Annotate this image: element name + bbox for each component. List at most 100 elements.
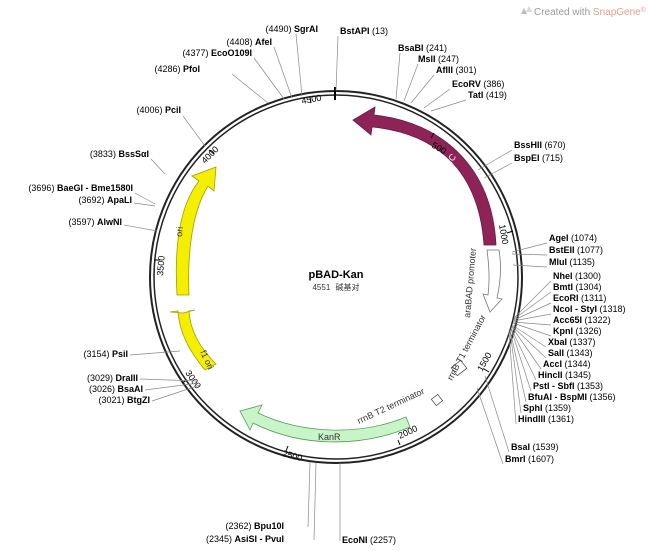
enzyme-name: BspEI xyxy=(514,153,540,163)
enzyme-name: AsiSI - PvuI xyxy=(234,534,284,544)
enzyme-site-label[interactable]: BmtI (1304) xyxy=(553,282,602,292)
f1-ori-feature-arrow[interactable] xyxy=(169,309,217,371)
rrnB-T2-terminator-box[interactable] xyxy=(430,393,444,407)
enzyme-name: DraIII xyxy=(115,373,138,383)
enzyme-site-label[interactable]: EcoRV (386) xyxy=(452,79,504,89)
enzyme-site-label[interactable]: SalI (1343) xyxy=(548,348,593,358)
enzyme-position: (3692) xyxy=(78,195,104,205)
enzyme-site-label[interactable]: NcoI - StyI (1318) xyxy=(553,304,626,314)
enzyme-site-label[interactable]: (4286) PfoI xyxy=(154,64,200,74)
enzyme-position: (3026) xyxy=(89,384,115,394)
enzyme-leader-line xyxy=(410,74,435,104)
enzyme-name: BsaBI xyxy=(398,43,424,53)
enzyme-position: (1539) xyxy=(533,442,559,452)
araC-feature-arrow[interactable] xyxy=(352,106,497,246)
enzyme-leader-line xyxy=(139,378,199,382)
enzyme-site-label[interactable]: HincII (1345) xyxy=(538,370,591,380)
enzyme-position: (4286) xyxy=(154,64,180,74)
enzyme-leader-line xyxy=(307,461,311,528)
enzyme-position: (1311) xyxy=(581,293,606,303)
watermark-suffix: ® xyxy=(641,6,647,14)
plasmid-length: 4551 碱基对 xyxy=(312,282,359,292)
enzyme-position: (670) xyxy=(545,140,566,150)
enzyme-site-label[interactable]: PstI - SbfI (1353) xyxy=(533,381,603,391)
enzyme-name: NheI xyxy=(553,271,573,281)
plasmid-length-value: 4551 xyxy=(312,283,330,292)
enzyme-site-label[interactable]: AccI (1344) xyxy=(543,359,591,369)
enzyme-site-label[interactable]: BspEI (715) xyxy=(514,153,563,163)
enzyme-position: (1300) xyxy=(575,271,601,281)
enzyme-site-label[interactable]: SphI (1359) xyxy=(523,403,571,413)
enzyme-site-label[interactable]: Acc65I (1322) xyxy=(553,315,611,325)
enzyme-site-label[interactable]: EcoNI (2257) xyxy=(342,535,396,545)
enzyme-leader-line xyxy=(313,462,317,541)
enzyme-site-label[interactable]: (4408) AfeI xyxy=(226,37,272,47)
enzyme-name: BssSαI xyxy=(118,149,149,159)
enzyme-leader-line xyxy=(484,375,510,453)
enzyme-site-label[interactable]: (4006) PciI xyxy=(136,105,181,115)
enzyme-site-label[interactable]: BsaI (1539) xyxy=(511,442,559,452)
enzyme-site-label[interactable]: (3021) BtgZI xyxy=(98,395,150,405)
enzyme-site-label[interactable]: (3692) ApaLI xyxy=(78,195,132,205)
enzyme-position: (241) xyxy=(426,43,447,53)
araBAD-promoter-label: araBAD promoter xyxy=(462,248,478,319)
enzyme-site-label[interactable]: BsaBI (241) xyxy=(398,43,447,53)
enzyme-position: (3833) xyxy=(90,149,116,159)
snapgene-logo-icon xyxy=(521,6,532,14)
enzyme-site-label[interactable]: NheI (1300) xyxy=(553,271,601,281)
enzyme-leader-line xyxy=(151,384,201,402)
enzyme-site-label[interactable]: EcoRI (1311) xyxy=(553,293,606,303)
enzyme-position: (1074) xyxy=(571,233,597,243)
enzyme-site-label[interactable]: (4490) SgrAI xyxy=(265,24,318,34)
enzyme-site-label[interactable]: KpnI (1326) xyxy=(553,326,602,336)
enzyme-leader-line xyxy=(430,99,467,112)
enzyme-leader-lines xyxy=(123,33,552,541)
enzyme-leader-line xyxy=(511,242,548,253)
rrnB-T1-terminator-box[interactable] xyxy=(450,359,468,377)
enzyme-site-label[interactable]: HindIII (1361) xyxy=(518,414,574,424)
enzyme-site-label[interactable]: (3597) AlwNI xyxy=(68,217,122,227)
enzyme-leader-line xyxy=(182,115,206,147)
araBAD-promoter-arrow[interactable] xyxy=(482,249,503,313)
enzyme-site-label[interactable]: MslI (247) xyxy=(418,54,459,64)
enzyme-position: (3029) xyxy=(87,373,113,383)
enzyme-site-label[interactable]: TatI (419) xyxy=(468,90,507,100)
tick-label-1500: 1500 xyxy=(475,351,494,373)
enzyme-site-label[interactable]: (4377) EcoO109I xyxy=(182,48,252,58)
enzyme-site-label[interactable]: BssHII (670) xyxy=(514,140,566,150)
enzyme-site-label[interactable]: BmrI (1607) xyxy=(505,454,554,464)
enzyme-name: XbaI xyxy=(548,337,567,347)
enzyme-site-label[interactable]: (3026) BsaAI xyxy=(89,384,143,394)
enzyme-name: BssHII xyxy=(514,140,542,150)
enzyme-site-label[interactable]: XbaI (1337) xyxy=(548,337,596,347)
enzyme-site-label[interactable]: (3696) BaeGI - Bme1580I xyxy=(28,183,133,193)
KanR-feature-arrow[interactable] xyxy=(239,404,411,443)
enzyme-site-label[interactable]: (2362) Bpu10I xyxy=(225,521,284,531)
enzyme-name: PciI xyxy=(165,105,181,115)
enzyme-name: BtgZI xyxy=(127,395,150,405)
snapgene-watermark[interactable]: Created with SnapGene® xyxy=(521,6,647,18)
enzyme-site-label[interactable]: (3833) BssSαI xyxy=(90,149,149,159)
enzyme-position: (2257) xyxy=(370,535,396,545)
enzyme-leader-line xyxy=(129,350,181,356)
enzyme-site-label[interactable]: MluI (1135) xyxy=(549,257,595,267)
tick-label-3500: 3500 xyxy=(155,255,167,276)
enzyme-position: (13) xyxy=(372,26,388,36)
enzyme-name: BmrI xyxy=(505,454,526,464)
enzyme-leader-line xyxy=(295,33,303,97)
enzyme-site-label[interactable]: (3029) DraIII xyxy=(87,373,138,383)
enzyme-leader-line xyxy=(134,192,156,205)
enzyme-position: (1344) xyxy=(565,359,591,369)
KanR-label: KanR xyxy=(318,432,341,442)
enzyme-site-label[interactable]: BfuAI - BspMI (1356) xyxy=(528,392,616,402)
enzyme-site-label[interactable]: BstAPI (13) xyxy=(340,26,388,36)
enzyme-site-label[interactable]: BstEII (1077) xyxy=(549,245,603,255)
enzyme-site-label[interactable]: AflII (301) xyxy=(436,65,477,75)
enzyme-site-label[interactable]: (2345) AsiSI - PvuI xyxy=(206,534,284,544)
enzyme-name: AgeI xyxy=(549,233,569,243)
enzyme-site-label[interactable]: (3154) PsiI xyxy=(83,349,128,359)
ori-feature-arrow[interactable] xyxy=(175,166,217,296)
enzyme-leader-line xyxy=(395,52,401,100)
enzyme-name: BsaI xyxy=(511,442,530,452)
enzyme-site-label[interactable]: AgeI (1074) xyxy=(549,233,597,243)
